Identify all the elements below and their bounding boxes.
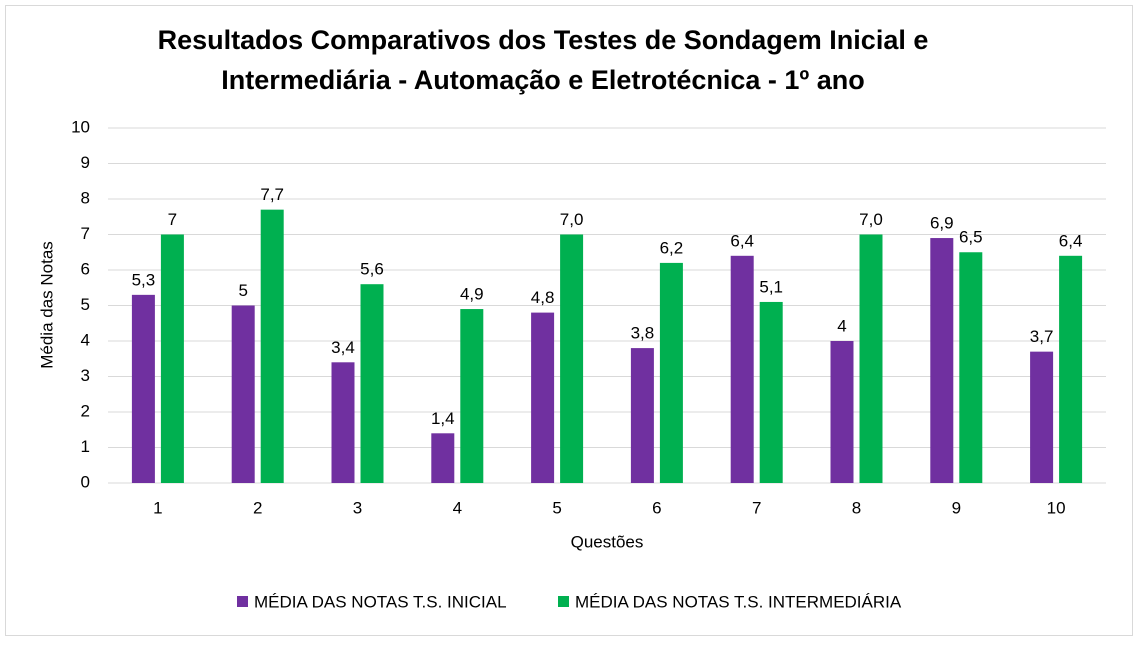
data-label: 7,0: [560, 210, 584, 229]
bar: [859, 234, 883, 483]
y-tick-label: 10: [71, 117, 90, 136]
data-label: 4,8: [531, 288, 555, 307]
y-tick-label: 6: [81, 259, 90, 278]
data-label: 6,5: [959, 228, 983, 247]
data-label: 5,6: [360, 260, 384, 279]
x-tick-label: 1: [153, 498, 162, 517]
bar: [830, 341, 854, 483]
x-tick-label: 5: [552, 498, 561, 517]
chart-title: Resultados Comparativos dos Testes de So…: [157, 25, 929, 95]
y-tick-label: 5: [81, 295, 90, 314]
bar: [1030, 351, 1054, 483]
bar: [360, 284, 384, 483]
y-tick-label: 7: [81, 224, 90, 243]
x-tick-label: 10: [1047, 498, 1066, 517]
bar: [131, 294, 155, 483]
x-tick-label: 9: [952, 498, 961, 517]
data-label: 5: [238, 281, 247, 300]
y-tick-label: 3: [81, 366, 90, 385]
bar: [531, 312, 555, 483]
bar: [959, 252, 983, 483]
data-label: 4,9: [460, 285, 484, 304]
bar: [630, 348, 654, 483]
data-label: 5,1: [759, 277, 783, 296]
bar: [730, 255, 754, 483]
legend-label: MÉDIA DAS NOTAS T.S. INICIAL: [254, 592, 507, 611]
x-tick-label: 3: [353, 498, 362, 517]
legend-swatch: [558, 596, 569, 607]
data-label: 7,7: [260, 185, 284, 204]
y-tick-label: 9: [81, 153, 90, 172]
data-label: 3,4: [331, 338, 355, 357]
bar: [260, 209, 284, 483]
data-label: 7: [168, 210, 177, 229]
bar: [431, 433, 455, 483]
bar: [231, 305, 255, 483]
bar: [1059, 255, 1083, 483]
data-label: 3,7: [1030, 327, 1054, 346]
bar: [331, 362, 355, 483]
y-tick-label: 2: [81, 401, 90, 420]
bar: [759, 301, 783, 483]
bar: [560, 234, 584, 483]
bar: [930, 238, 954, 483]
legend-swatch: [237, 596, 248, 607]
data-label: 1,4: [431, 409, 455, 428]
y-tick-label: 1: [81, 437, 90, 456]
y-tick-label: 0: [81, 472, 90, 491]
bar: [460, 309, 484, 483]
data-label: 5,3: [132, 270, 156, 289]
data-label: 6,9: [930, 214, 954, 233]
bar: [659, 262, 683, 483]
y-tick-label: 4: [81, 330, 90, 349]
data-label: 3,8: [631, 324, 655, 343]
chart-border: [5, 5, 1133, 636]
y-tick-label: 8: [81, 188, 90, 207]
y-axis-label: Média das Notas: [37, 241, 56, 369]
legend-label: MÉDIA DAS NOTAS T.S. INTERMEDIÁRIA: [575, 592, 902, 611]
data-label: 4: [837, 316, 846, 335]
data-label: 6,4: [1059, 231, 1083, 250]
x-tick-label: 6: [652, 498, 661, 517]
x-tick-label: 7: [752, 498, 761, 517]
x-axis-label: Questões: [571, 532, 644, 551]
x-tick-label: 2: [253, 498, 262, 517]
data-label: 6,2: [660, 238, 684, 257]
data-label: 7,0: [859, 210, 883, 229]
x-tick-label: 8: [852, 498, 861, 517]
data-label: 6,4: [730, 231, 754, 250]
x-tick-label: 4: [453, 498, 462, 517]
bar: [160, 234, 184, 483]
